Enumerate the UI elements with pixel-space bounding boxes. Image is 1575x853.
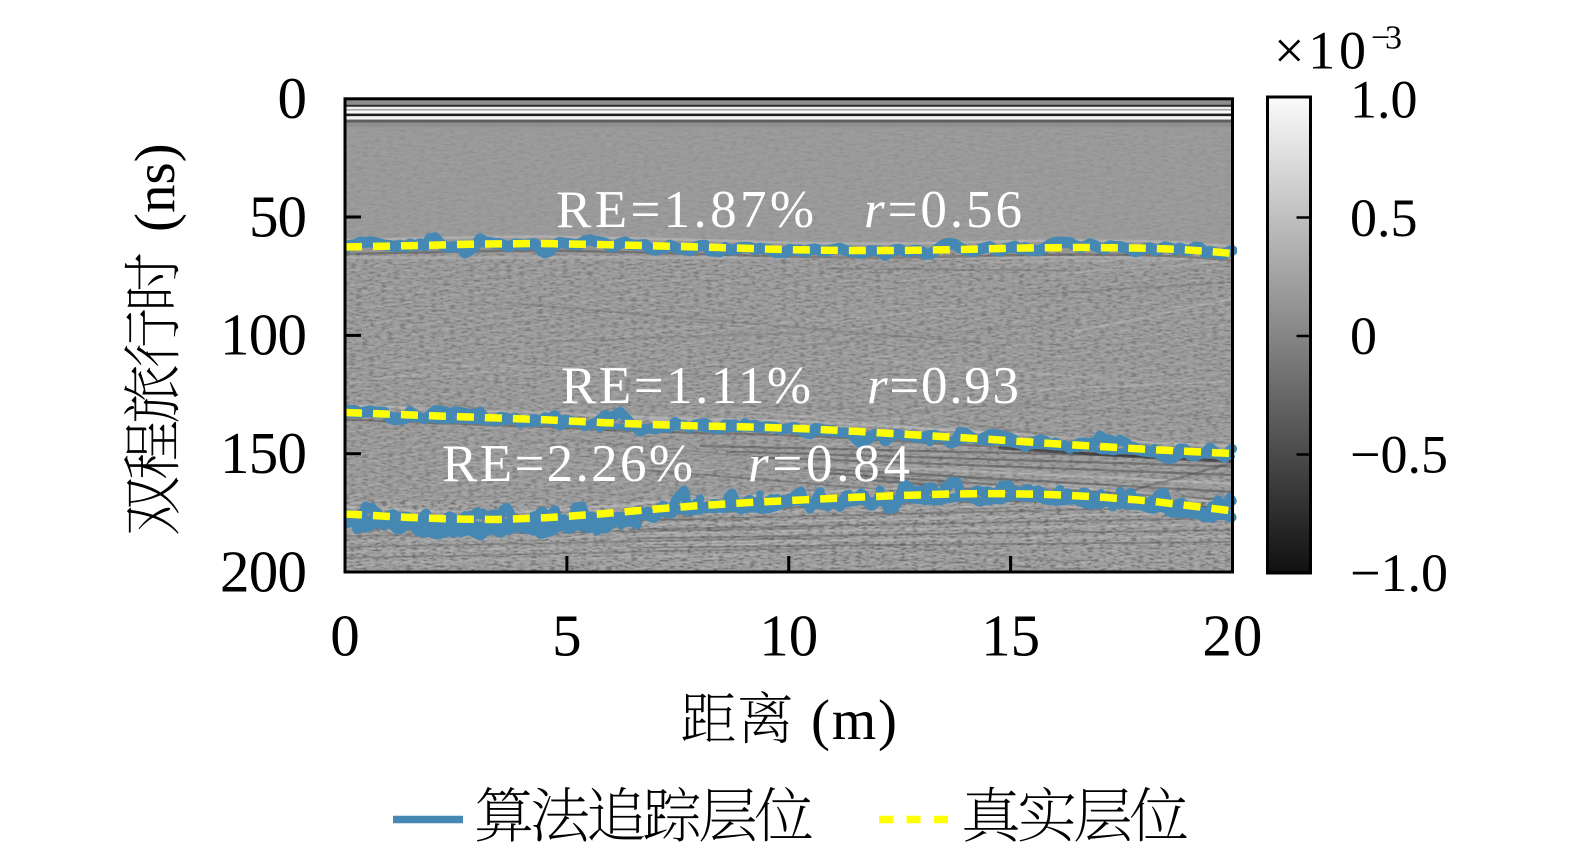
svg-text:0.5: 0.5 [1350, 188, 1418, 248]
svg-text:200: 200 [220, 538, 307, 604]
svg-text:−0.5: −0.5 [1350, 425, 1448, 485]
svg-text:−1.0: −1.0 [1350, 543, 1448, 603]
svg-text:0: 0 [278, 65, 308, 131]
svg-text:50: 50 [249, 183, 307, 249]
svg-text:0: 0 [330, 603, 360, 669]
svg-text:r=0.93: r=0.93 [867, 357, 1019, 415]
svg-text:15: 15 [981, 603, 1040, 669]
svg-text:20: 20 [1202, 603, 1262, 669]
svg-text:(ns): (ns) [124, 143, 187, 232]
svg-text:150: 150 [220, 420, 307, 486]
svg-text:1.0: 1.0 [1350, 69, 1418, 129]
svg-text:−3: −3 [1371, 20, 1402, 57]
svg-text:r=0.56: r=0.56 [864, 181, 1022, 239]
svg-text:RE=1.11%: RE=1.11% [561, 357, 811, 415]
svg-text:10: 10 [759, 603, 818, 669]
svg-text:RE=2.26%: RE=2.26% [442, 435, 693, 493]
svg-text:RE=1.87%: RE=1.87% [556, 181, 814, 239]
svg-text:r=0.84: r=0.84 [748, 435, 910, 493]
svg-text:×10: ×10 [1274, 21, 1366, 81]
svg-text:(m): (m) [811, 689, 897, 752]
svg-text:100: 100 [220, 302, 307, 368]
svg-text:0: 0 [1350, 306, 1377, 366]
svg-text:5: 5 [552, 603, 582, 669]
